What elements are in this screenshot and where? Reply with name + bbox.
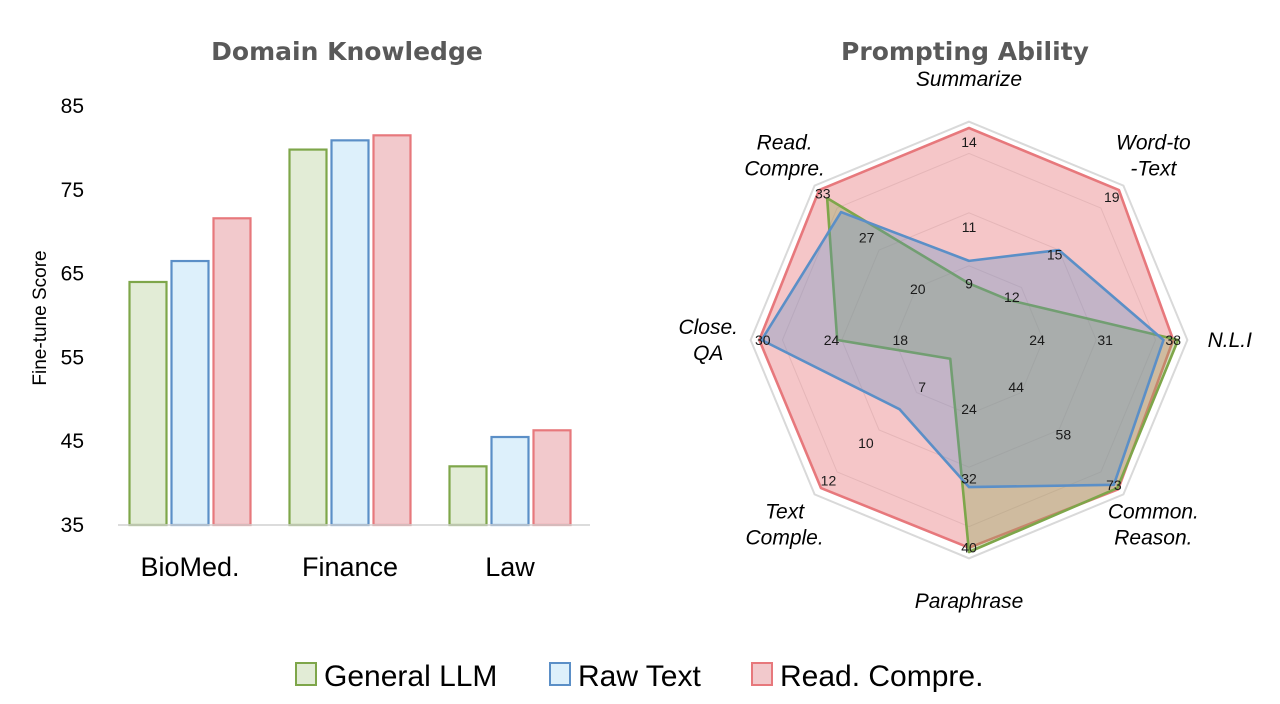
- radar-axis-label: Reason.: [1114, 526, 1192, 549]
- legend: General LLM Raw Text Read. Compre.: [295, 660, 983, 693]
- radar-tick-label: 12: [1004, 289, 1020, 305]
- radar-tick-label: 9: [965, 275, 973, 291]
- radar-tick-label: 24: [961, 401, 977, 417]
- radar-series-raw: [760, 210, 1165, 489]
- radar-axis-label: Word-to: [1116, 132, 1191, 155]
- bar-read-biomed: [212, 217, 252, 527]
- bar-raw-biomed: [170, 259, 210, 527]
- radar-tick-label: 33: [815, 186, 831, 202]
- radar-grid-ring: [841, 212, 1097, 468]
- x-category-label: Finance: [302, 552, 398, 582]
- radar-axis-label: Summarize: [916, 68, 1022, 91]
- radar-axis-label: -Text: [1130, 158, 1177, 181]
- y-axis-label: Fine-tune Score: [30, 250, 51, 385]
- bar-raw-finance: [330, 139, 370, 527]
- bar-chart-title: Domain Knowledge: [211, 37, 483, 66]
- x-category-label: BioMed.: [140, 552, 239, 582]
- radar-tick-label: 15: [1047, 246, 1063, 262]
- radar-axis-label: N.L.I: [1208, 329, 1253, 352]
- bar-read-law: [532, 429, 572, 527]
- radar-grid-ring: [749, 120, 1189, 560]
- radar-tick-label: 18: [892, 332, 908, 348]
- legend-label-raw: Raw Text: [578, 660, 701, 693]
- radar-tick-label: 24: [1029, 332, 1045, 348]
- legend-label-general: General LLM: [324, 660, 497, 693]
- radar-tick-label: 12: [821, 473, 837, 489]
- radar-tick-label: 38: [1165, 332, 1181, 348]
- radar-axis-label: Text: [765, 500, 805, 523]
- legend-swatch-raw: [549, 662, 571, 686]
- y-tick-label: 55: [61, 346, 84, 369]
- radar-chart-title: Prompting Ability: [841, 37, 1089, 66]
- radar-tick-label: 11: [962, 219, 977, 235]
- radar-tick-label: 44: [1008, 379, 1024, 395]
- bar-general-biomed: [128, 280, 168, 527]
- radar-tick-label: 10: [858, 435, 874, 451]
- y-tick-label: 35: [61, 514, 84, 537]
- radar-tick-label: 19: [1104, 189, 1120, 205]
- legend-swatch-read: [751, 662, 773, 686]
- x-category-label: Law: [485, 552, 535, 582]
- legend-label-read: Read. Compre.: [780, 660, 983, 693]
- radar-tick-label: 24: [824, 332, 840, 348]
- radar-axis-label: Read.: [757, 132, 813, 155]
- radar-tick-label: 14: [961, 134, 977, 150]
- bar-raw-law: [490, 435, 530, 527]
- bar-read-finance: [372, 134, 412, 527]
- y-tick-label: 45: [61, 430, 84, 453]
- radar-tick-label: 40: [961, 540, 977, 556]
- radar-axis-label: QA: [693, 342, 723, 365]
- y-tick-label: 75: [61, 179, 84, 202]
- radar-tick-label: 27: [859, 230, 875, 246]
- radar-grid-ring: [781, 152, 1157, 528]
- radar-series-general: [825, 196, 1180, 554]
- radar-axis-label: Comple.: [746, 526, 824, 549]
- bar-general-finance: [288, 148, 328, 527]
- radar-axis-label: Common.: [1108, 500, 1199, 523]
- y-tick-label: 65: [61, 263, 84, 286]
- radar-tick-label: 32: [961, 470, 977, 486]
- bar-general-law: [448, 465, 488, 527]
- radar-axis-label: Close.: [678, 316, 738, 339]
- radar-tick-label: 73: [1106, 477, 1122, 493]
- radar-tick-label: 58: [1056, 426, 1072, 442]
- radar-axis-label: Paraphrase: [915, 590, 1024, 613]
- bar-chart-domain-knowledge: Domain Knowledge Fine-tune Score 35 45 55 6…: [30, 37, 590, 582]
- y-tick-label: 85: [61, 95, 84, 118]
- legend-swatch-general: [295, 662, 317, 686]
- radar-axis-label: Compre.: [744, 158, 825, 181]
- radar-tick-label: 30: [755, 332, 771, 348]
- radar-tick-label: 7: [918, 379, 926, 395]
- radar-tick-label: 31: [1097, 332, 1113, 348]
- radar-chart-prompting-ability: Prompting Ability 9 11 14 12 15 19 24 31 38 44 58 7…: [678, 37, 1252, 613]
- radar-tick-label: 20: [910, 281, 926, 297]
